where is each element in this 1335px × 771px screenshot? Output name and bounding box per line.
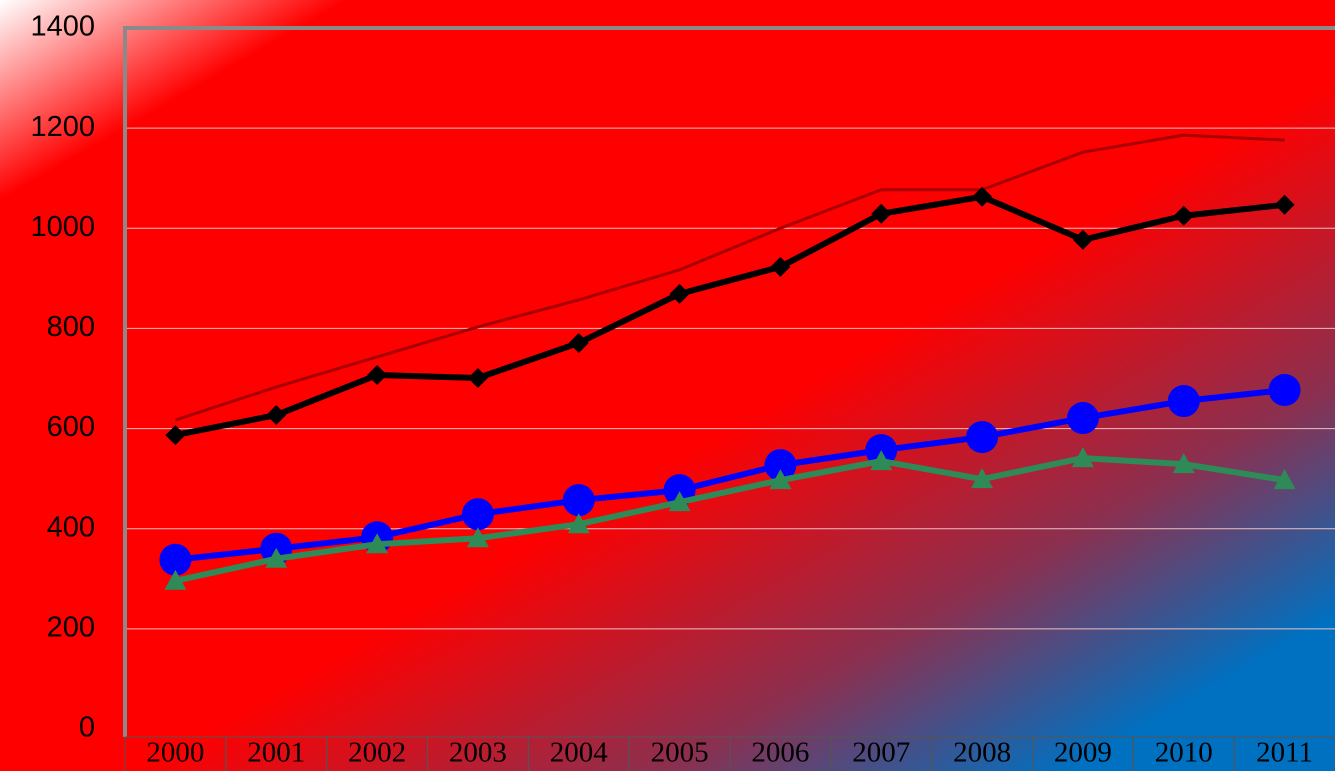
marker [562, 484, 595, 517]
y-tick-label: 1400 [30, 11, 95, 43]
x-tick-label: 2003 [449, 737, 507, 769]
marker [366, 533, 389, 554]
marker [764, 449, 797, 482]
marker [1066, 402, 1099, 435]
marker [865, 434, 898, 467]
y-tick-label: 1200 [30, 111, 95, 143]
marker [1273, 469, 1296, 490]
marker [1172, 453, 1195, 474]
x-tick-label: 2007 [852, 737, 910, 769]
marker [972, 186, 993, 207]
marker [1072, 229, 1093, 250]
marker [165, 425, 186, 446]
x-tick-label: 2009 [1054, 737, 1112, 769]
marker [466, 527, 489, 548]
x-tick-label: 2008 [953, 737, 1011, 769]
series-line [175, 387, 1285, 563]
y-tick-label: 400 [47, 511, 95, 543]
marker [367, 364, 388, 385]
x-tick-label: 2002 [348, 737, 406, 769]
x-tick-label: 2001 [247, 737, 305, 769]
x-tick-label: 2010 [1155, 737, 1213, 769]
y-tick-label: 1000 [30, 211, 95, 243]
y-tick-label: 0 [79, 712, 95, 744]
marker [265, 547, 288, 568]
marker [871, 203, 892, 224]
marker [1071, 447, 1094, 468]
y-tick-label: 200 [47, 612, 95, 644]
marker [1268, 374, 1301, 407]
plot [159, 133, 1301, 590]
marker [870, 450, 893, 471]
series-line [174, 193, 1285, 439]
marker [668, 491, 691, 512]
marker [467, 367, 488, 388]
marker [568, 332, 589, 353]
y-tick-label: 600 [47, 411, 95, 443]
x-tick-label: 2004 [550, 737, 609, 769]
series-line [174, 133, 1285, 422]
marker [966, 421, 999, 454]
marker [164, 569, 187, 590]
marker [770, 256, 791, 277]
marker [1167, 385, 1200, 418]
marker [971, 468, 994, 489]
y-tick-label: 800 [47, 311, 95, 343]
x-tick-label: 2000 [146, 737, 204, 769]
marker [567, 513, 590, 534]
marker [1274, 194, 1295, 215]
marker [461, 498, 494, 531]
marker [1173, 205, 1194, 226]
marker [769, 469, 792, 490]
x-tick-label: 2011 [1256, 737, 1313, 769]
marker [669, 283, 690, 304]
x-tick-label: 2005 [651, 737, 709, 769]
series-line [174, 455, 1286, 584]
plot-frame [123, 26, 1335, 737]
marker [159, 543, 192, 576]
marker [266, 405, 287, 426]
x-tick-label: 2006 [751, 737, 809, 769]
